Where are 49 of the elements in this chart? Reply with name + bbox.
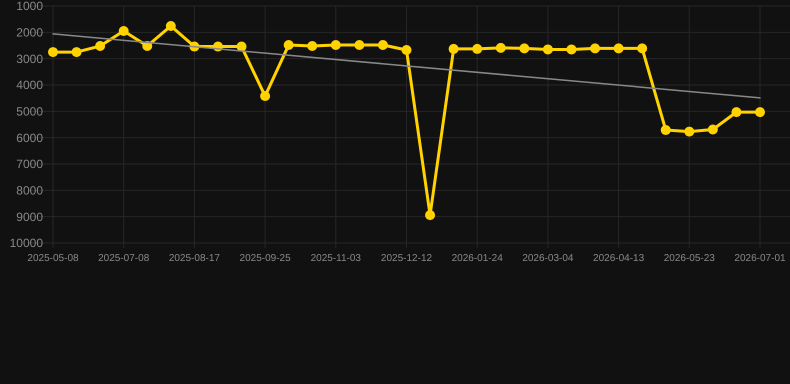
point <box>684 126 694 137</box>
point <box>284 40 294 50</box>
point <box>519 43 530 54</box>
x-tick-label: 2025-05-08 <box>27 253 80 264</box>
y-tick-label: 1000 <box>16 0 44 14</box>
point <box>166 21 176 32</box>
point <box>260 91 270 102</box>
x-tick-label: 2026-04-13 <box>593 253 645 264</box>
x-tick-label: 2025-07-08 <box>98 253 150 264</box>
y-tick-label: 2000 <box>16 26 44 40</box>
x-tick-label: 2026-01-24 <box>452 253 504 264</box>
point <box>472 44 482 54</box>
point <box>614 43 624 54</box>
point <box>590 43 600 54</box>
point <box>448 44 459 54</box>
point <box>660 125 671 136</box>
x-tick-label: 2025-11-03 <box>310 253 362 264</box>
point <box>118 26 129 36</box>
x-tick-label: 2025-08-17 <box>168 253 220 264</box>
point <box>236 42 247 52</box>
point <box>566 44 576 54</box>
y-tick-label: 10000 <box>10 236 44 250</box>
y-tick-label: 3000 <box>16 52 44 66</box>
point <box>307 41 318 52</box>
x-tick-label: 2025-12-12 <box>380 253 433 264</box>
point <box>402 44 412 55</box>
y-tick-label: 8000 <box>16 184 44 198</box>
x-tick-label: 2025-09-25 <box>240 253 292 264</box>
point <box>48 47 58 58</box>
y-tick-label: 5000 <box>16 104 44 119</box>
point <box>496 42 506 53</box>
point <box>95 41 106 52</box>
point <box>425 210 436 220</box>
y-tick-label: 4000 <box>16 78 44 92</box>
point <box>72 47 82 58</box>
point <box>708 124 718 135</box>
x-tick-label: 2026-07-01 <box>734 253 786 264</box>
point <box>542 44 553 54</box>
point <box>731 107 742 118</box>
point <box>378 40 388 50</box>
x-tick-label: 2026-05-23 <box>664 253 716 264</box>
point <box>637 43 648 54</box>
point <box>755 107 765 118</box>
y-tick-label: 9000 <box>16 210 44 224</box>
y-tick-label: 7000 <box>16 157 44 172</box>
y-tick-label: 6000 <box>16 130 44 145</box>
point <box>330 40 341 50</box>
x-tick-label: 2026-03-04 <box>522 253 574 264</box>
point <box>354 40 364 50</box>
